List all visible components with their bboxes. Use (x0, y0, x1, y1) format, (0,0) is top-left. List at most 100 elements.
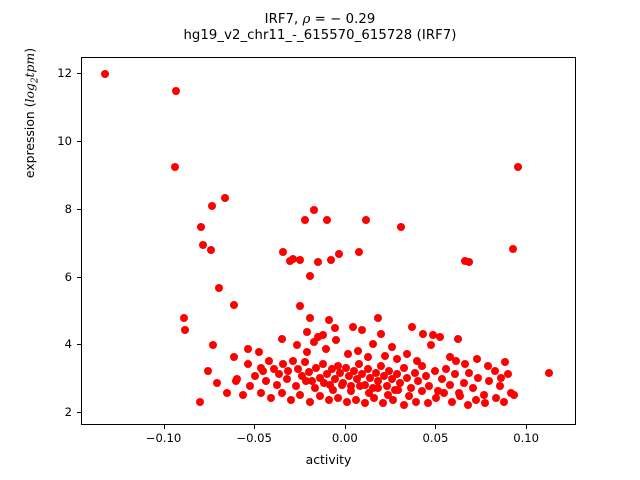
scatter-point (363, 365, 372, 374)
scatter-point (221, 193, 230, 202)
y-axis-tick (77, 208, 81, 210)
x-axis-tick (163, 425, 165, 429)
scatter-point (347, 382, 356, 391)
scatter-point (355, 360, 364, 369)
scatter-point (223, 389, 232, 398)
scatter-point (305, 271, 314, 280)
scatter-point (313, 258, 322, 267)
scatter-point (369, 383, 378, 392)
scatter-point (378, 399, 387, 408)
scatter-point (544, 368, 553, 377)
scatter-point (313, 332, 322, 341)
scatter-point (363, 353, 372, 362)
scatter-point (439, 389, 448, 398)
scatter-point (434, 387, 443, 396)
scatter-point (306, 397, 315, 406)
scatter-point (315, 373, 324, 382)
plot-title-line-1: IRF7, ρ = − 0.29 (0, 12, 640, 28)
scatter-point (484, 361, 493, 370)
scatter-point (459, 378, 468, 387)
y-axis-tick-label: 2 (64, 405, 72, 420)
scatter-point (413, 356, 422, 365)
scatter-point (310, 205, 319, 214)
scatter-point (213, 378, 222, 387)
scatter-point (405, 392, 414, 401)
scatter-point (358, 326, 367, 335)
scatter-point (430, 366, 439, 375)
scatter-point (411, 397, 420, 406)
y-axis-tick-label: 12 (57, 65, 72, 80)
scatter-point (230, 353, 239, 362)
scatter-point (360, 399, 369, 408)
scatter-point (383, 390, 392, 399)
scatter-point (392, 355, 401, 364)
scatter-point (308, 377, 317, 386)
scatter-point (495, 382, 504, 391)
scatter-point (399, 363, 408, 372)
scatter-point (508, 244, 517, 253)
scatter-point (388, 395, 397, 404)
scatter-point (501, 358, 510, 367)
scatter-point (447, 397, 456, 406)
scatter-point (366, 373, 375, 382)
scatter-point (399, 400, 408, 409)
scatter-point (450, 370, 459, 379)
scatter-point (509, 390, 518, 399)
x-axis-tick-label: 0.10 (513, 431, 540, 445)
x-axis-tick-label: 0.05 (422, 431, 449, 445)
scatter-point (431, 394, 440, 403)
scatter-point (492, 394, 501, 403)
scatter-point (356, 382, 365, 391)
scatter-point (333, 394, 342, 403)
scatter-point (256, 389, 265, 398)
scatter-point (198, 241, 207, 250)
scatter-point (496, 373, 505, 382)
scatter-point (283, 366, 292, 375)
scatter-point (180, 314, 189, 323)
scatter-point (278, 334, 287, 343)
scatter-point (204, 366, 213, 375)
y-axis-tick-label: 8 (64, 201, 72, 216)
scatter-point (301, 215, 310, 224)
scatter-point (354, 248, 363, 257)
scatter-point (330, 324, 339, 333)
x-axis-tick (435, 425, 437, 429)
scatter-point (245, 382, 254, 391)
scatter-point (382, 382, 391, 391)
scatter-point (293, 365, 302, 374)
scatter-point (295, 255, 304, 264)
scatter-point (428, 331, 437, 340)
scatter-point (385, 366, 394, 375)
scatter-point (306, 314, 315, 323)
scatter-point (377, 361, 386, 370)
scatter-point (349, 366, 358, 375)
scatter-point (319, 360, 328, 369)
scatter-point (417, 361, 426, 370)
scatter-point (417, 387, 426, 396)
scatter-point (315, 392, 324, 401)
scatter-point (414, 377, 423, 386)
scatter-point (254, 348, 263, 357)
scatter-point (302, 327, 311, 336)
scatter-point (456, 392, 465, 401)
scatter-point (344, 372, 353, 381)
scatter-point (377, 329, 386, 338)
y-axis-label-log: log (22, 83, 37, 103)
rho-value: = − 0.29 (310, 12, 376, 27)
scatter-point (324, 395, 333, 404)
scatter-point (425, 382, 434, 391)
scatter-point (171, 163, 180, 172)
scatter-point (310, 338, 319, 347)
scatter-point (287, 395, 296, 404)
x-axis-tick-label: 0.00 (331, 431, 358, 445)
scatter-point (468, 383, 477, 392)
scatter-point (393, 370, 402, 379)
scatter-point (243, 344, 252, 353)
scatter-point (195, 397, 204, 406)
y-axis-tick-label: 4 (64, 337, 72, 352)
scatter-point (408, 322, 416, 331)
scatter-point (388, 375, 397, 384)
scatter-point (301, 358, 310, 367)
scatter-point (327, 255, 336, 264)
